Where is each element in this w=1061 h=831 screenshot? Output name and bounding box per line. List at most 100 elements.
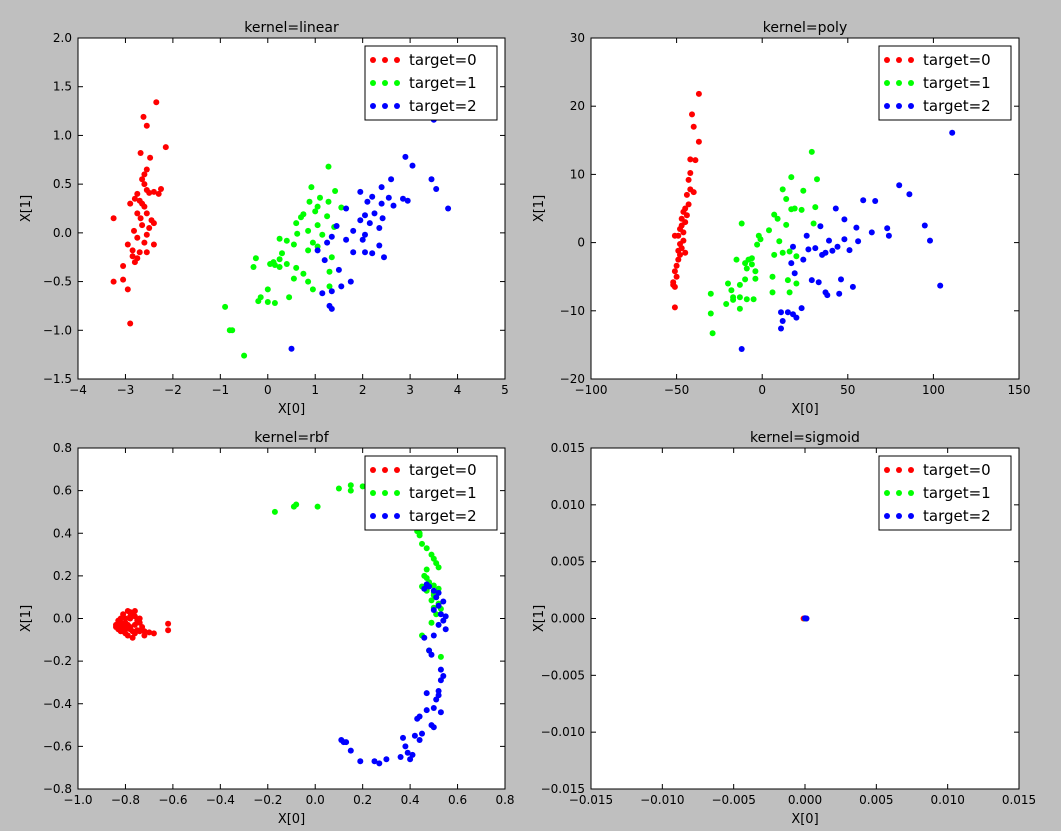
data-point: [369, 193, 376, 200]
legend-marker: [908, 490, 914, 496]
data-point: [293, 264, 300, 271]
y-tick-label: −10: [560, 304, 585, 318]
legend-marker: [908, 513, 914, 519]
data-point: [707, 290, 714, 297]
data-point: [140, 113, 147, 120]
data-point: [778, 325, 784, 332]
data-point: [416, 737, 423, 743]
data-point: [687, 156, 694, 163]
data-point: [906, 191, 913, 198]
y-tick-label: 0.4: [53, 526, 72, 540]
legend-marker: [896, 467, 902, 473]
data-point: [333, 223, 340, 229]
x-tick-label: −0.010: [640, 793, 684, 807]
data-point: [347, 482, 354, 489]
data-point: [314, 503, 321, 510]
data-point: [841, 236, 848, 243]
data-point: [849, 283, 856, 290]
legend-marker: [896, 103, 902, 109]
data-point: [689, 111, 695, 118]
data-point: [680, 229, 687, 236]
data-point: [143, 249, 150, 256]
data-point: [812, 245, 819, 252]
data-point: [435, 564, 442, 571]
data-point: [402, 153, 409, 160]
data-point: [675, 256, 682, 263]
data-point: [146, 629, 153, 636]
data-point: [397, 754, 404, 760]
y-axis-label: X[1]: [532, 605, 547, 632]
data-point: [673, 273, 680, 280]
legend-label: target=0: [923, 461, 991, 479]
data-point: [682, 249, 689, 256]
legend-marker: [370, 80, 376, 86]
data-point: [841, 216, 848, 223]
data-point: [328, 254, 335, 261]
data-point: [325, 163, 332, 170]
x-tick-label: −0.8: [111, 793, 140, 807]
x-tick-label: 4: [454, 383, 462, 397]
data-point: [774, 215, 781, 222]
legend-label: target=0: [409, 51, 477, 69]
data-point: [442, 626, 449, 633]
data-point: [369, 250, 376, 257]
legend: target=0 target=1 target=2: [364, 45, 498, 121]
data-point: [440, 617, 447, 624]
data-point: [921, 222, 928, 229]
data-point: [855, 238, 862, 245]
data-point: [357, 758, 364, 765]
data-point: [784, 277, 791, 284]
series-0: [113, 608, 172, 641]
data-point: [853, 224, 860, 231]
legend-marker: [394, 103, 400, 109]
legend-marker: [896, 80, 902, 86]
data-point: [423, 690, 430, 697]
data-point: [742, 276, 749, 283]
legend-marker: [884, 490, 890, 496]
data-point: [779, 318, 786, 324]
data-point: [139, 176, 146, 183]
data-point: [430, 587, 437, 594]
data-point: [324, 213, 331, 220]
data-point: [805, 246, 812, 253]
subplot-3: −0.015 −0.010 −0.005 0.000 0.005 0.010 0.015 −0…: [532, 430, 1036, 827]
data-point: [153, 99, 160, 106]
data-point: [803, 232, 810, 239]
data-point: [779, 249, 786, 256]
series-2: [738, 129, 956, 352]
data-point: [131, 227, 137, 234]
legend-label: target=1: [923, 484, 991, 502]
data-point: [271, 508, 278, 515]
data-point: [359, 236, 366, 243]
data-point: [141, 239, 148, 246]
legend-marker: [884, 467, 890, 473]
data-point: [421, 585, 428, 592]
data-point: [347, 278, 354, 285]
y-tick-label: −1.0: [43, 323, 72, 337]
y-tick-label: 0.6: [53, 484, 72, 498]
subplot-0: −4 −3 −2 −1 0 1 2 3 4 5 −1.5 −1.0 −0.5 0.0 0.5 1.0 1.5 2.…: [19, 20, 509, 417]
data-point: [800, 256, 807, 263]
data-point: [120, 611, 127, 618]
data-point: [305, 278, 312, 285]
data-point: [437, 653, 444, 660]
data-point: [433, 594, 440, 601]
data-point: [264, 299, 271, 305]
data-point: [437, 709, 444, 716]
data-point: [298, 214, 304, 221]
data-point: [810, 220, 817, 227]
data-point: [428, 619, 435, 626]
data-point: [283, 261, 290, 267]
data-point: [690, 189, 697, 196]
legend-label: target=1: [923, 74, 991, 92]
y-tick-label: 0: [577, 236, 585, 250]
data-point: [335, 485, 342, 492]
data-point: [800, 187, 807, 194]
data-point: [120, 276, 127, 283]
data-point: [146, 189, 153, 196]
data-point: [139, 222, 146, 229]
data-point: [404, 749, 411, 756]
y-tick-label: 10: [570, 167, 585, 181]
data-point: [769, 273, 776, 280]
